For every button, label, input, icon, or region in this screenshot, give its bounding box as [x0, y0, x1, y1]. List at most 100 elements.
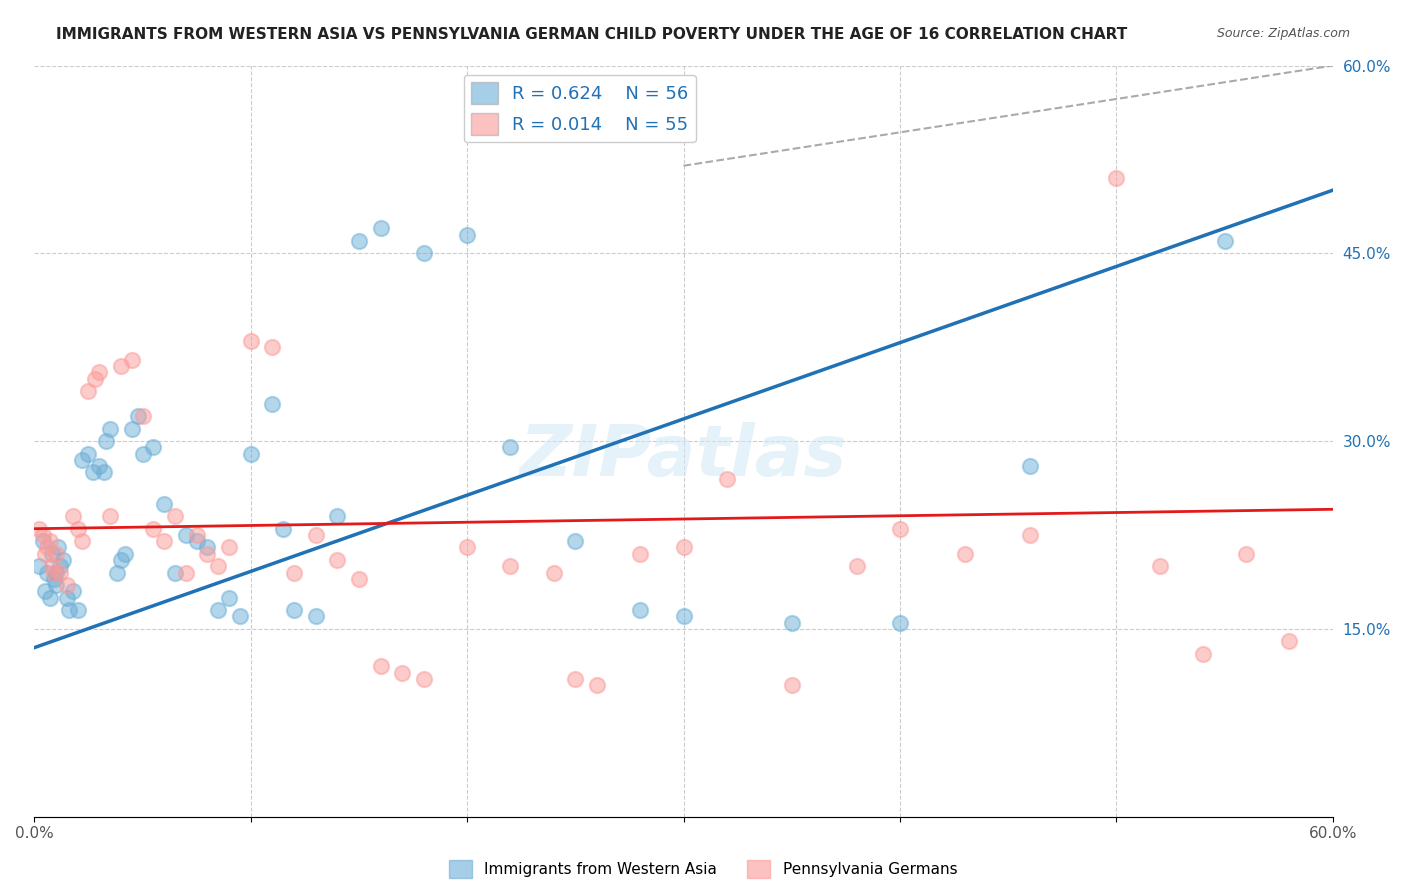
- Point: [186, 534, 208, 549]
- Point: [174, 566, 197, 580]
- Point: [93, 466, 115, 480]
- Point: [672, 609, 695, 624]
- Point: [77, 384, 100, 398]
- Point: [370, 221, 392, 235]
- Point: [347, 234, 370, 248]
- Point: [163, 509, 186, 524]
- Legend: Immigrants from Western Asia, Pennsylvania Germans: Immigrants from Western Asia, Pennsylvan…: [443, 854, 963, 884]
- Point: [121, 352, 143, 367]
- Point: [370, 659, 392, 673]
- Point: [98, 421, 121, 435]
- Point: [82, 466, 104, 480]
- Point: [28, 559, 51, 574]
- Point: [283, 603, 305, 617]
- Point: [127, 409, 149, 423]
- Point: [845, 559, 868, 574]
- Point: [66, 522, 89, 536]
- Point: [1149, 559, 1171, 574]
- Point: [62, 509, 84, 524]
- Point: [38, 534, 60, 549]
- Point: [28, 522, 51, 536]
- Point: [347, 572, 370, 586]
- Point: [45, 566, 67, 580]
- Point: [586, 678, 609, 692]
- Point: [628, 603, 651, 617]
- Point: [218, 591, 240, 605]
- Point: [121, 421, 143, 435]
- Point: [499, 559, 522, 574]
- Point: [672, 541, 695, 555]
- Point: [37, 541, 59, 555]
- Point: [131, 447, 153, 461]
- Point: [780, 678, 803, 692]
- Point: [1192, 647, 1215, 661]
- Point: [153, 497, 176, 511]
- Point: [62, 584, 84, 599]
- Point: [153, 534, 176, 549]
- Point: [84, 371, 107, 385]
- Point: [499, 441, 522, 455]
- Point: [207, 559, 229, 574]
- Point: [42, 566, 65, 580]
- Point: [953, 547, 976, 561]
- Point: [889, 615, 911, 630]
- Legend: R = 0.624    N = 56, R = 0.014    N = 55: R = 0.624 N = 56, R = 0.014 N = 55: [464, 75, 696, 142]
- Point: [34, 547, 56, 561]
- Point: [38, 591, 60, 605]
- Point: [1213, 234, 1236, 248]
- Point: [49, 566, 72, 580]
- Point: [45, 547, 67, 561]
- Text: Source: ZipAtlas.com: Source: ZipAtlas.com: [1216, 27, 1350, 40]
- Point: [89, 365, 111, 379]
- Point: [32, 534, 55, 549]
- Point: [163, 566, 186, 580]
- Point: [142, 522, 165, 536]
- Point: [271, 522, 294, 536]
- Point: [70, 534, 93, 549]
- Point: [70, 453, 93, 467]
- Point: [628, 547, 651, 561]
- Point: [262, 396, 284, 410]
- Point: [1234, 547, 1257, 561]
- Point: [543, 566, 565, 580]
- Point: [41, 547, 63, 561]
- Point: [305, 528, 328, 542]
- Point: [142, 441, 165, 455]
- Point: [114, 547, 136, 561]
- Point: [207, 603, 229, 617]
- Point: [412, 672, 434, 686]
- Point: [37, 566, 59, 580]
- Point: [283, 566, 305, 580]
- Point: [42, 572, 65, 586]
- Point: [218, 541, 240, 555]
- Point: [456, 541, 478, 555]
- Point: [1278, 634, 1301, 648]
- Point: [412, 246, 434, 260]
- Point: [51, 553, 73, 567]
- Point: [239, 334, 262, 348]
- Point: [197, 541, 219, 555]
- Point: [1018, 459, 1040, 474]
- Point: [1018, 528, 1040, 542]
- Point: [94, 434, 117, 449]
- Point: [110, 553, 132, 567]
- Text: ZIPatlas: ZIPatlas: [520, 422, 848, 491]
- Point: [326, 553, 349, 567]
- Point: [98, 509, 121, 524]
- Point: [105, 566, 128, 580]
- Point: [77, 447, 100, 461]
- Point: [58, 603, 80, 617]
- Point: [305, 609, 328, 624]
- Point: [716, 472, 738, 486]
- Point: [889, 522, 911, 536]
- Point: [46, 541, 69, 555]
- Point: [564, 672, 586, 686]
- Point: [456, 227, 478, 242]
- Point: [1105, 171, 1128, 186]
- Point: [56, 578, 79, 592]
- Point: [34, 584, 56, 599]
- Point: [239, 447, 262, 461]
- Point: [110, 359, 132, 373]
- Point: [174, 528, 197, 542]
- Point: [41, 559, 63, 574]
